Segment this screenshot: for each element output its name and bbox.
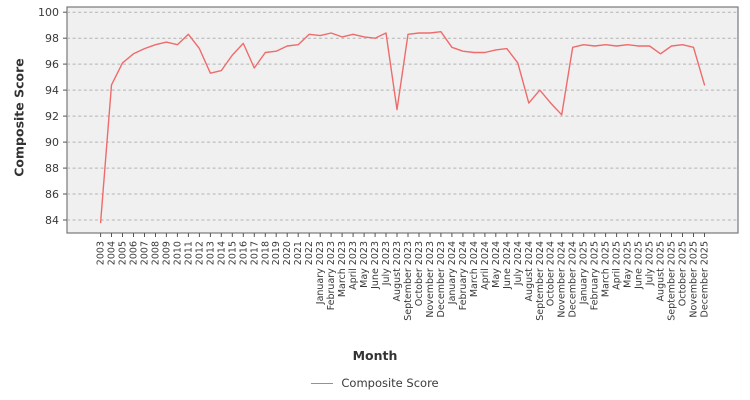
- x-tick-label: October 2025: [678, 241, 689, 306]
- x-tick-label: 2004: [107, 241, 118, 265]
- x-tick-label: 2018: [260, 241, 271, 265]
- x-tick-label: 2021: [293, 241, 304, 265]
- x-tick-label: 2010: [172, 241, 183, 265]
- x-tick-label: September 2024: [535, 241, 546, 321]
- x-tick-label: 2014: [216, 241, 227, 265]
- y-tick-label: 94: [45, 84, 59, 97]
- plot-area: [66, 6, 739, 234]
- x-tick-label: 2022: [304, 241, 315, 265]
- x-tick-label: December 2023: [436, 241, 447, 317]
- x-tick-label: July 2025: [645, 241, 656, 286]
- x-tick-label: July 2023: [381, 241, 392, 286]
- x-tick-label: February 2025: [590, 241, 601, 310]
- x-tick-label: November 2023: [425, 241, 436, 318]
- x-tick-label: January 2023: [315, 241, 326, 305]
- x-tick-label: October 2024: [546, 241, 557, 306]
- y-tick-label: 98: [45, 32, 59, 45]
- y-tick-label: 84: [45, 214, 59, 227]
- x-tick-label: 2007: [140, 241, 151, 265]
- y-tick-label: 86: [45, 188, 59, 201]
- y-tick-label: 88: [45, 162, 59, 175]
- x-tick-label: August 2023: [392, 241, 403, 301]
- x-tick-label: 2009: [161, 241, 172, 265]
- x-tick-label: 2016: [238, 241, 249, 265]
- x-tick-label: June 2024: [502, 241, 513, 290]
- x-tick-label: April 2024: [480, 241, 491, 290]
- x-tick-label: November 2024: [557, 241, 568, 318]
- x-tick-label: 2011: [183, 241, 194, 265]
- x-axis-title: Month: [352, 348, 398, 363]
- x-tick-label: April 2023: [348, 241, 359, 290]
- x-tick-label: May 2025: [623, 241, 634, 288]
- x-tick-label: May 2023: [359, 241, 370, 288]
- y-tick-label: 92: [45, 110, 59, 123]
- x-tick-label: June 2025: [634, 241, 645, 290]
- x-tick-label: December 2025: [700, 241, 711, 317]
- x-tick-label: 2013: [205, 241, 216, 265]
- x-tick-label: 2005: [118, 241, 129, 265]
- legend: Composite Score: [0, 376, 750, 390]
- x-tick-label: March 2024: [469, 241, 480, 297]
- x-tick-label: 2006: [129, 241, 140, 265]
- x-tick-label: March 2023: [337, 241, 348, 297]
- x-tick-label: January 2025: [579, 241, 590, 305]
- series-line: [99, 31, 706, 224]
- x-tick-label: 2008: [151, 241, 162, 265]
- x-tick-label: 2012: [194, 241, 205, 265]
- x-tick-label: February 2023: [326, 241, 337, 310]
- x-tick-label: January 2024: [447, 241, 458, 305]
- x-tick-label: September 2025: [667, 241, 678, 321]
- x-tick-label: August 2025: [656, 241, 667, 301]
- y-tick-label: 90: [45, 136, 59, 149]
- x-tick-label: March 2025: [601, 241, 612, 297]
- x-tick-label: May 2024: [491, 241, 502, 288]
- x-tick-label: September 2023: [403, 241, 414, 321]
- x-tick-label: 2020: [282, 241, 293, 265]
- x-tick-label: December 2024: [568, 241, 579, 317]
- x-tick-label: August 2024: [524, 241, 535, 301]
- x-tick-label: June 2023: [370, 241, 381, 290]
- x-tick-label: 2019: [271, 241, 282, 265]
- x-tick-label: February 2024: [458, 241, 469, 310]
- x-tick-label: November 2025: [689, 241, 700, 318]
- legend-line-swatch: [311, 382, 334, 384]
- x-tick-label: April 2025: [612, 241, 623, 290]
- y-axis-title: Composite Score: [11, 58, 27, 177]
- x-tick-label: October 2023: [414, 241, 425, 306]
- x-tick-label: 2015: [227, 241, 238, 265]
- x-tick-label: July 2024: [513, 241, 524, 286]
- x-tick-label: 2017: [249, 241, 260, 265]
- y-tick-label: 100: [38, 6, 59, 19]
- y-tick-label: 96: [45, 58, 59, 71]
- legend-label: Composite Score: [341, 376, 439, 390]
- x-tick-label: 2003: [96, 241, 107, 265]
